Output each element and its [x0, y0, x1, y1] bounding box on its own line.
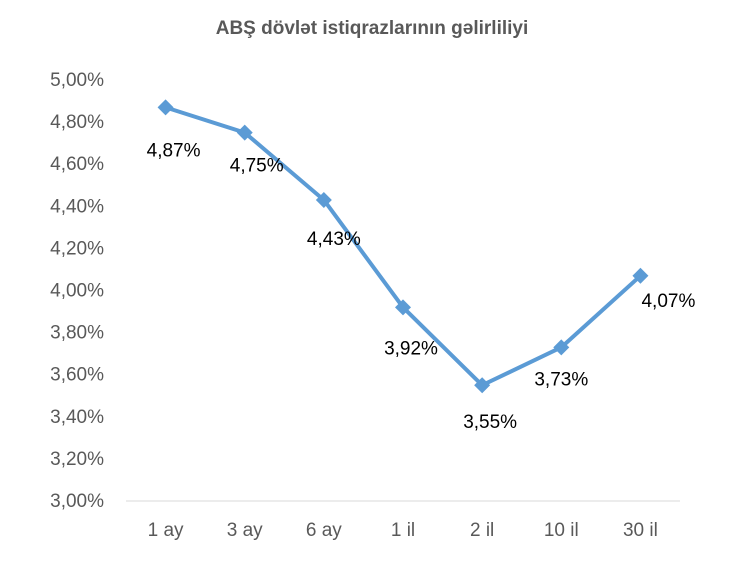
- y-tick-label: 3,00%: [50, 491, 104, 512]
- chart-title: ABŞ dövlət istiqrazlarının gəlirliliyi: [215, 18, 529, 39]
- y-tick-label: 3,40%: [50, 407, 104, 428]
- y-tick-label: 3,80%: [50, 323, 104, 344]
- data-label: 4,87%: [147, 140, 201, 161]
- data-label: 4,75%: [230, 156, 284, 177]
- data-point-marker: [395, 299, 411, 316]
- data-label: 3,55%: [463, 412, 517, 433]
- y-tick-label: 3,60%: [50, 365, 104, 386]
- y-axis-tick-labels: 5,00% 4,80% 4,60% 4,40% 4,20% 4,00% 3,80% 3,60%…: [50, 70, 104, 512]
- x-tick-label: 30 il: [623, 520, 658, 541]
- y-tick-label: 4,00%: [50, 281, 104, 302]
- x-tick-label: 10 il: [544, 520, 579, 541]
- x-tick-label: 1 il: [391, 520, 415, 541]
- data-point-marker: [553, 339, 570, 356]
- x-tick-label: 6 ay: [306, 520, 342, 541]
- x-tick-label: 1 ay: [148, 520, 184, 541]
- x-tick-label: 3 ay: [227, 520, 263, 541]
- y-tick-label: 4,60%: [50, 154, 104, 175]
- data-point-marker: [236, 124, 253, 141]
- data-label: 4,07%: [641, 291, 695, 312]
- y-tick-label: 5,00%: [50, 70, 104, 91]
- y-tick-label: 4,40%: [50, 196, 104, 217]
- data-point-marker: [474, 377, 491, 394]
- data-point-marker: [157, 99, 174, 116]
- y-tick-label: 4,20%: [50, 238, 104, 259]
- data-labels: 4,87% 4,75% 4,43% 3,92% 3,55% 3,73% 4,07%: [147, 140, 696, 433]
- data-label: 3,73%: [534, 369, 588, 390]
- x-tick-label: 2 il: [470, 520, 494, 541]
- y-tick-label: 3,20%: [50, 449, 104, 470]
- data-point-marker: [632, 267, 649, 284]
- x-axis-tick-labels: 1 ay 3 ay 6 ay 1 il 2 il 10 il 30 il: [148, 520, 658, 541]
- data-label: 3,92%: [384, 338, 438, 359]
- series-group: [157, 99, 649, 394]
- y-tick-label: 4,80%: [50, 112, 104, 133]
- data-label: 4,43%: [307, 229, 361, 250]
- data-point-marker: [315, 191, 332, 208]
